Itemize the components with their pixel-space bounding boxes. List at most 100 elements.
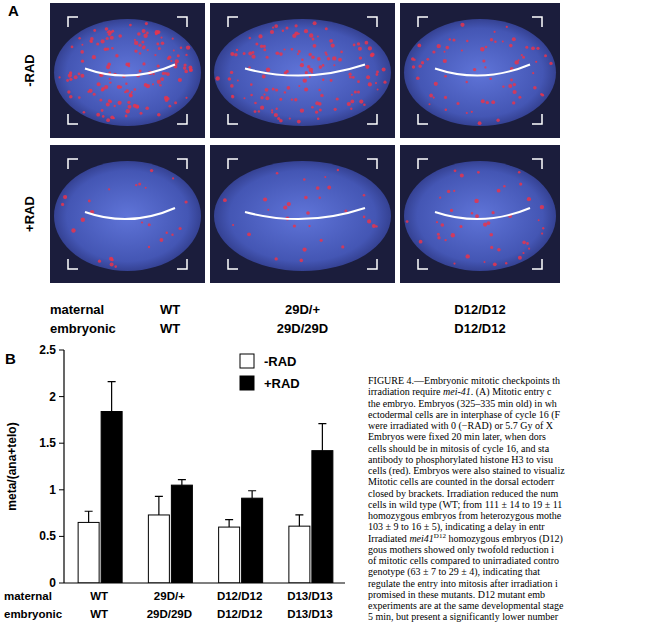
red-spot: [69, 78, 72, 81]
caption-run: D12: [434, 532, 447, 540]
red-spot: [301, 58, 304, 61]
red-spot: [143, 45, 146, 48]
red-spot: [185, 200, 188, 203]
red-spot: [134, 49, 137, 52]
x-axis: [64, 582, 345, 583]
red-spot: [230, 71, 233, 74]
red-spot: [317, 36, 319, 38]
red-spot: [357, 80, 360, 83]
error-bar: [248, 491, 256, 498]
red-spot: [255, 43, 258, 46]
red-spot: [536, 47, 539, 50]
red-spot: [134, 88, 137, 91]
caption-run: genotype (63 ± 7 to 29 ± 4), indicating …: [368, 566, 540, 578]
caption-run: cells (red). Embryos were also stained t…: [368, 465, 565, 477]
error-bar: [295, 515, 303, 526]
red-spot: [148, 223, 151, 226]
category-label: D12/D12: [217, 608, 262, 620]
error-bar: [155, 496, 163, 515]
red-spot: [71, 228, 75, 232]
red-spot: [450, 209, 453, 212]
red-spot: [304, 87, 308, 91]
red-spot: [506, 26, 508, 28]
red-spot: [358, 47, 362, 51]
red-spot: [248, 66, 250, 68]
red-spot: [413, 58, 416, 61]
bar: [78, 522, 99, 583]
caption-line: regulate the entry into mitosis after ir…: [368, 578, 558, 589]
red-spot: [453, 190, 455, 192]
red-spot: [439, 197, 441, 199]
red-spot: [83, 111, 86, 114]
red-spot: [134, 39, 136, 41]
red-spot: [444, 51, 446, 53]
red-spot: [108, 188, 110, 190]
caption-run: regulate the entry into mitosis after ir…: [368, 578, 558, 589]
red-spot: [471, 212, 473, 214]
red-spot: [109, 100, 112, 103]
embryo: [404, 161, 556, 271]
red-spot: [419, 65, 422, 68]
red-spot: [137, 106, 140, 109]
category-row-title: embryonic: [4, 608, 63, 620]
red-spot: [461, 49, 463, 51]
red-spot: [177, 54, 180, 57]
caption-line: ectodermal cells are in interphase of cy…: [368, 409, 561, 421]
red-spot: [445, 108, 448, 111]
red-spot: [482, 59, 485, 62]
red-spot: [153, 73, 155, 75]
red-spot: [135, 184, 137, 186]
red-spot: [118, 101, 122, 105]
red-spot: [148, 246, 150, 248]
red-spot: [376, 73, 379, 76]
caption-run: Mitotic cells are counted in the dorsal …: [368, 476, 555, 487]
caption-line: Irradiated mei41D12 homozygous embryos (…: [368, 532, 563, 545]
caption-run: ectodermal cells are in interphase of cy…: [368, 409, 561, 421]
bar: [289, 526, 310, 583]
red-spot: [270, 30, 274, 34]
red-spot: [173, 50, 175, 52]
red-spot: [429, 94, 433, 98]
red-spot: [382, 68, 386, 72]
red-spot: [97, 82, 101, 86]
red-spot: [359, 56, 362, 59]
red-spot: [248, 52, 252, 56]
bar: [312, 451, 333, 583]
red-spot: [231, 95, 234, 98]
genotype-row-title: maternal: [50, 302, 104, 317]
red-spot: [234, 53, 238, 57]
red-spot: [142, 29, 146, 33]
red-spot: [128, 105, 132, 109]
red-spot: [541, 94, 544, 97]
red-spot: [522, 252, 524, 254]
red-spot: [513, 90, 517, 94]
red-spot: [318, 102, 322, 106]
red-spot: [171, 234, 173, 236]
caption-line: cells in wild type (WT; from 111 ± 14 to…: [368, 499, 562, 511]
red-spot: [451, 233, 455, 237]
red-spot: [460, 23, 464, 27]
red-spot: [286, 27, 289, 30]
red-spot: [286, 70, 289, 73]
image-ground: [50, 3, 205, 138]
red-spot: [319, 197, 321, 199]
red-spot: [110, 36, 114, 40]
red-spot: [444, 96, 447, 99]
red-spot: [127, 101, 130, 104]
bars: [78, 382, 333, 583]
red-spot: [466, 40, 468, 42]
red-spot: [353, 44, 356, 47]
red-spot: [129, 93, 133, 97]
red-spot: [105, 27, 109, 31]
red-spot: [81, 60, 84, 63]
red-spot: [102, 115, 105, 118]
red-spot: [419, 240, 423, 244]
bracket: [418, 159, 542, 269]
red-spot: [325, 53, 327, 55]
red-spot: [354, 91, 357, 94]
red-spot: [184, 70, 188, 74]
red-spot: [363, 216, 366, 219]
image-ground: [50, 145, 205, 283]
red-spot: [521, 54, 523, 56]
red-spot: [490, 233, 494, 237]
